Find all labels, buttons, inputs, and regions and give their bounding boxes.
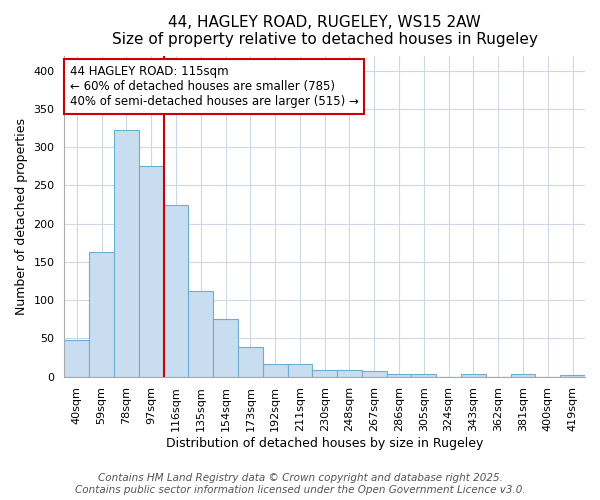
- Bar: [461, 374, 486, 376]
- Bar: [164, 204, 188, 376]
- Bar: [287, 364, 313, 376]
- Title: 44, HAGLEY ROAD, RUGELEY, WS15 2AW
Size of property relative to detached houses : 44, HAGLEY ROAD, RUGELEY, WS15 2AW Size …: [112, 15, 538, 48]
- Bar: [511, 374, 535, 376]
- Bar: [560, 375, 585, 376]
- Bar: [313, 370, 337, 376]
- Y-axis label: Number of detached properties: Number of detached properties: [15, 118, 28, 314]
- Bar: [263, 364, 287, 376]
- Bar: [386, 374, 412, 376]
- Bar: [139, 166, 164, 376]
- Bar: [188, 291, 213, 376]
- Bar: [337, 370, 362, 376]
- Bar: [114, 130, 139, 376]
- Bar: [213, 320, 238, 376]
- Bar: [412, 374, 436, 376]
- X-axis label: Distribution of detached houses by size in Rugeley: Distribution of detached houses by size …: [166, 437, 484, 450]
- Bar: [238, 347, 263, 376]
- Text: Contains HM Land Registry data © Crown copyright and database right 2025.
Contai: Contains HM Land Registry data © Crown c…: [74, 474, 526, 495]
- Bar: [89, 252, 114, 376]
- Bar: [64, 340, 89, 376]
- Text: 44 HAGLEY ROAD: 115sqm
← 60% of detached houses are smaller (785)
40% of semi-de: 44 HAGLEY ROAD: 115sqm ← 60% of detached…: [70, 65, 358, 108]
- Bar: [362, 371, 386, 376]
